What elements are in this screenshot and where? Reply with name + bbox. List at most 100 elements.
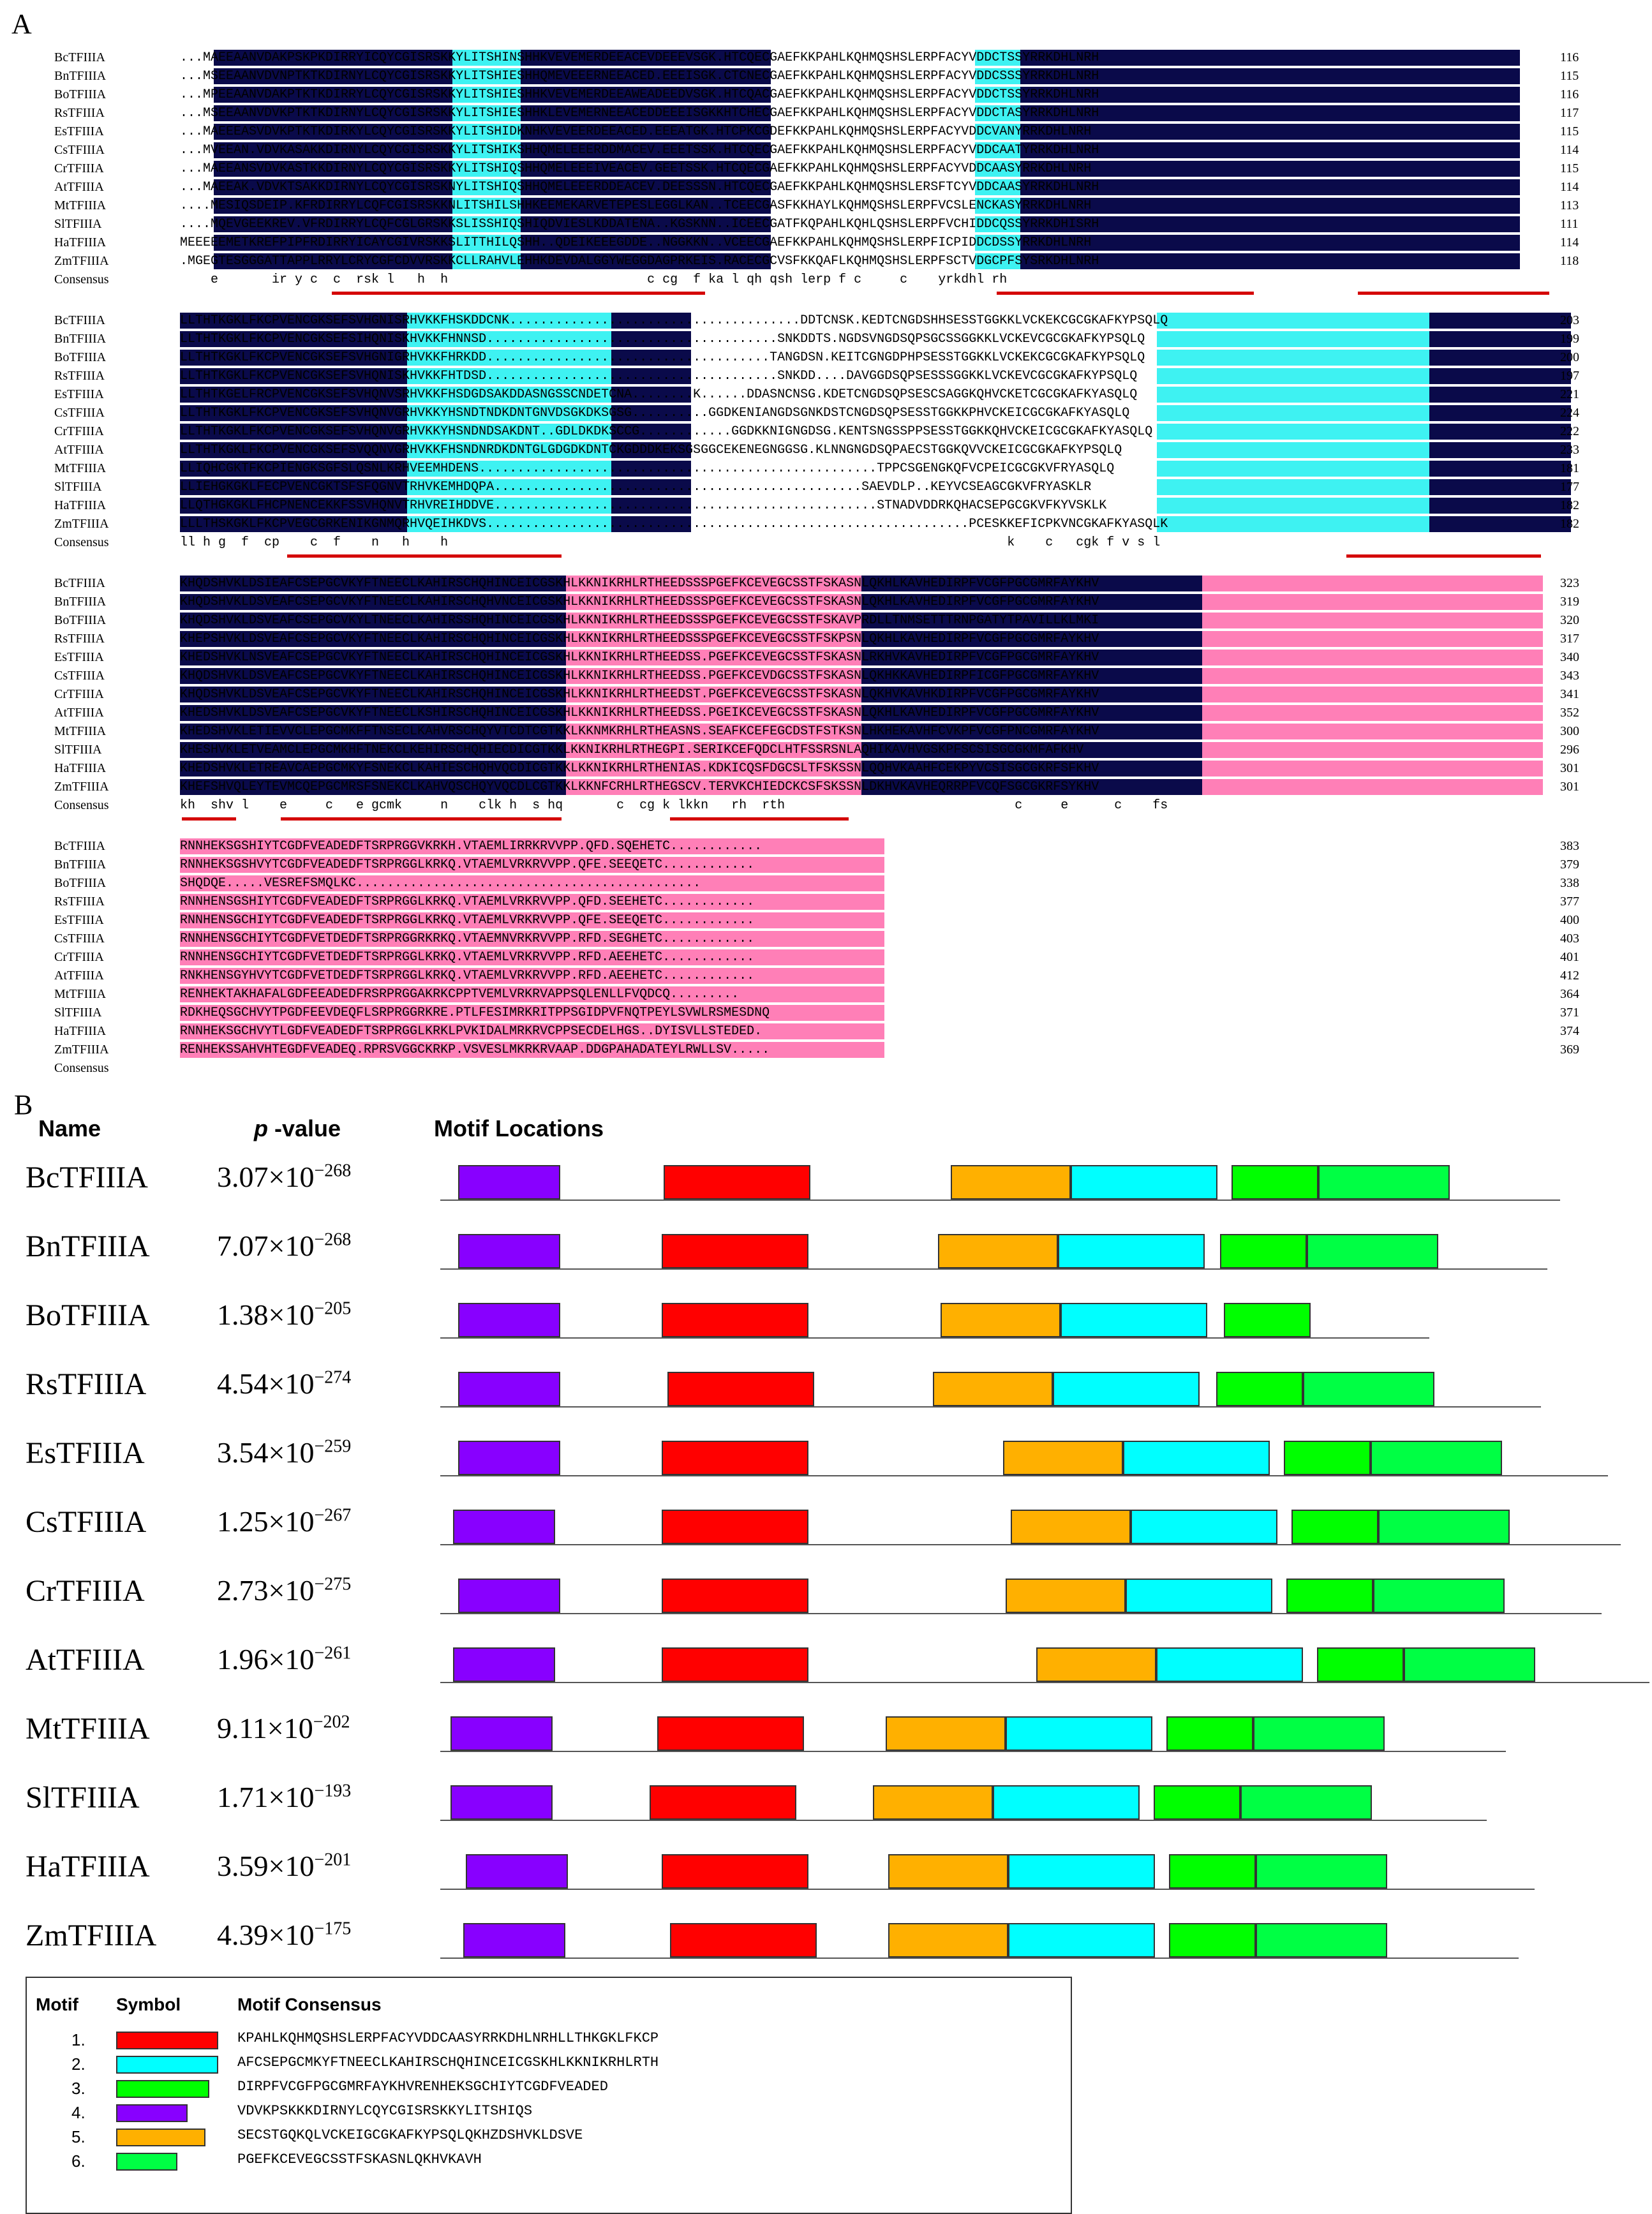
conservation-shading [180, 368, 407, 384]
sequence-name: SlTFIIIA [54, 1006, 102, 1020]
position-number: 412 [1560, 969, 1579, 983]
position-number: 319 [1560, 595, 1579, 609]
conservation-shading [1020, 179, 1429, 195]
conservation-shading [611, 498, 691, 514]
sequence-row: ...MSEEAANVDVNPTKTKDIRNYLCQYCGISRSKKYLIT… [180, 67, 1571, 85]
conservation-shading [861, 705, 1202, 721]
conservation-shading [214, 179, 453, 195]
p-value-mantissa: 3.07×10 [217, 1161, 315, 1193]
p-value: 2.73×10−275 [217, 1573, 351, 1607]
conservation-shading [611, 479, 691, 495]
conservation-shading [1156, 424, 1429, 440]
legend-symbol-header: Symbol [116, 1995, 181, 2014]
legend-row: 6. PGEFKCEVEGCSSTFSKASNLQKHVKAVH [27, 2151, 1048, 2173]
sequence-row: ....MESIQSDEIP.KFRDIRRYLCQFCGISRSKKNLITS… [180, 197, 1571, 215]
panel-b-label: B [14, 1089, 33, 1120]
conservation-shading [452, 216, 521, 232]
sequence-name: BnTFIIIA [54, 332, 107, 346]
sequence-name: BoTFIIIA [54, 350, 107, 364]
protein-name: ZmTFIIIA [26, 1919, 157, 1952]
sequence-row: ...MVEEAN.VDVKASAKKDIRNYLCQYCGISRSKKYLIT… [180, 141, 1571, 160]
position-number: 233 [1560, 443, 1579, 457]
sequence-text: RDKHEQSGCHVYTPGDFEEVDEQFLSRPRGGRKRE.PTLF… [180, 1006, 770, 1020]
motif-1-box [662, 1510, 808, 1544]
conservation-shading [1202, 631, 1543, 647]
legend-motif-number: 2. [71, 2054, 86, 2074]
position-number: 199 [1560, 332, 1579, 346]
conservation-shading [1429, 235, 1521, 251]
conservation-shading [407, 313, 612, 329]
conservation-shading [861, 779, 1202, 795]
conservation-shading [180, 331, 407, 347]
motif-6-box [1256, 1854, 1387, 1889]
motif-3-box [1169, 1854, 1256, 1889]
position-number: 371 [1560, 1006, 1579, 1020]
motif-6-box [1378, 1510, 1510, 1544]
p-value-mantissa: 4.39×10 [217, 1919, 315, 1951]
conservation-shading [975, 198, 1021, 214]
sequence-row: LLTHTKGKLFKCPVENCGKSEFSVQQNVGRHVKKFHSNDN… [180, 441, 1571, 459]
sequence-rows: LLTHTKGKLFKCPVENCGKSEFSVHGNISRHVKKFHSKDD… [180, 311, 1571, 552]
position-number: 181 [1560, 461, 1579, 475]
sequence-name: BoTFIIIA [54, 87, 107, 101]
conservation-shading [1156, 387, 1429, 403]
position-number: 403 [1560, 932, 1579, 946]
position-number: 113 [1560, 198, 1579, 212]
conservation-shading [1020, 253, 1429, 269]
legend-motif-number: 4. [71, 2103, 86, 2122]
conservation-shading [611, 387, 691, 403]
protein-name: BcTFIIIA [26, 1161, 148, 1194]
conservation-shading [521, 161, 771, 177]
protein-name: SlTFIIIA [26, 1781, 140, 1815]
motif-4-box [450, 1716, 553, 1751]
conservation-shading [214, 253, 453, 269]
protein-row: EsTFIIIA 3.54×10−259 [0, 1432, 1652, 1502]
motif-4-box [458, 1441, 560, 1475]
conservation-shading [861, 761, 1202, 776]
sequence-text: LLTHTKGKLFKCPVENCGKSEFSVHQNVGRHVKKYHSNDT… [180, 406, 1130, 420]
protein-name: BoTFIIIA [26, 1298, 150, 1332]
p-value-mantissa: 3.59×10 [217, 1850, 315, 1882]
sequence-name: RsTFIIIA [54, 106, 105, 120]
motif-3-box [1224, 1303, 1311, 1337]
name-header: Name [38, 1115, 101, 1141]
conservation-shading [634, 838, 884, 854]
consensus-row: kh shv l e c e gcmk n clk h s hq c cg k … [180, 798, 1168, 813]
sequence-names: BcTFIIIA BnTFIIIA BoTFIIIA RsTFIIIA EsTFIIIA… [54, 48, 175, 289]
motif-2-box [1053, 1372, 1200, 1406]
sequence-text: ...MSEEAANVDVKPTKTKDIRNYLCQYCGISRSKKYLIT… [180, 106, 1099, 121]
p-value-exponent: −205 [314, 1298, 352, 1319]
conservation-shading [452, 161, 521, 177]
sequence-text: LLTHTKGKLFKCPVENCGKSEFSVHQNVGRHVKKYHSNDN… [180, 424, 1153, 439]
sequence-row: LLTHTKGELFRCPVENCGKSEFSVHQNVSRHVKKFHSDGD… [180, 385, 1571, 404]
position-number: 116 [1560, 50, 1579, 64]
sequence-row: RNNHEKSGSHIYTCGDFVEADEDFTSRPRGGVKRKH.VTA… [180, 837, 1571, 856]
conservation-shading [180, 405, 407, 421]
sequence-row: LLTHTKGKLFKCPVENCGKSEFSIHQNISKHVKKFHNNSD… [180, 330, 1571, 348]
conservation-shading [1429, 387, 1571, 403]
conservation-shading [180, 949, 634, 965]
protein-length-line [440, 1751, 1506, 1752]
sequence-name: AtTFIIIA [54, 969, 104, 983]
sequence-text: LLIQHCGKTFKCPIENGKSGFSLQSNLKRHVEEMHDENS.… [180, 461, 1115, 476]
sequence-text: ...MPEEAANVDAKPTKTKDIRRYLCQYCGISRSKKYLIT… [180, 87, 1099, 102]
position-number: 374 [1560, 1024, 1579, 1038]
conservation-shading [1156, 368, 1429, 384]
conservation-shading [452, 253, 521, 269]
motif-3-box [1154, 1785, 1240, 1820]
motif-5-box [888, 1854, 1008, 1889]
conservation-shading [566, 650, 861, 665]
conservation-shading [1202, 779, 1543, 795]
sequence-text: KHQDSHVKLDSVEAFCSEPGCVKYLTNEECLKAHIRSSHQ… [180, 613, 1099, 628]
conservation-shading [1429, 68, 1521, 84]
legend-consensus: VDVKPSKKKDIRNYLCQYCGISRSKKYLITSHIQS [237, 2103, 533, 2119]
conservation-shading [521, 198, 771, 214]
protein-row: BnTFIIIA 7.07×10−268 [0, 1225, 1652, 1295]
sequence-text: KHQDSHVKLDSIEAFCSEPGCVKYFTNEECLKAHIRSCHQ… [180, 576, 1099, 591]
sequence-text: ...MAEEANSVDVKASTKKDIRNYLCQYCGISRSKKYLIT… [180, 161, 1092, 176]
conservation-shading [975, 142, 1021, 158]
motif-5-box [1036, 1647, 1156, 1682]
motif-5-box [888, 1923, 1008, 1958]
sequence-row: LLTHTKGKLFKCPVENCGKSEFSVHGNISRHVKKFHSKDD… [180, 311, 1571, 330]
position-number: 117 [1560, 106, 1579, 120]
